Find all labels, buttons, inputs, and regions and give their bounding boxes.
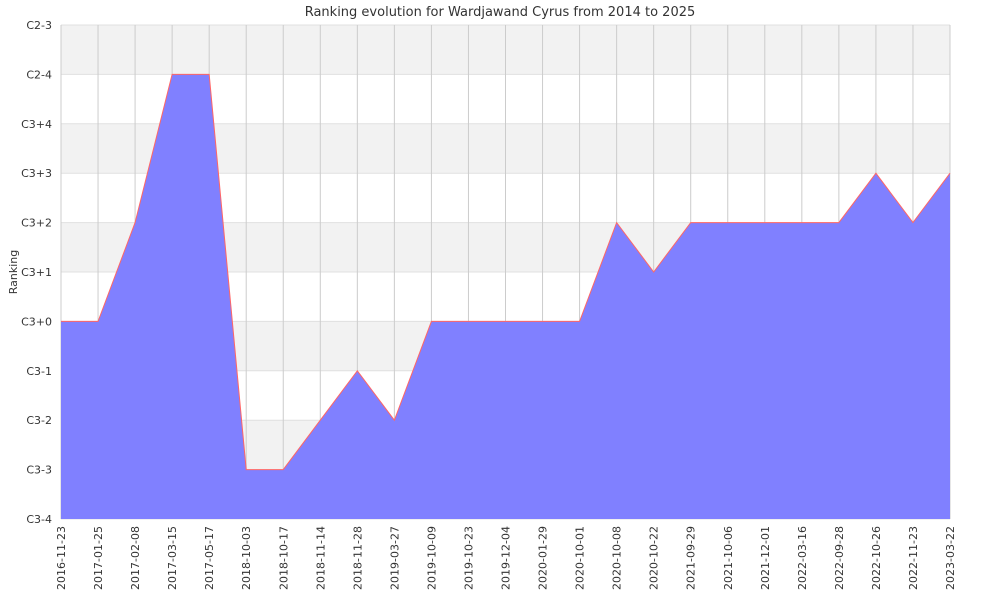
y-tick-label: C3+2 — [21, 217, 52, 230]
x-tick-label: 2020-01-29 — [537, 526, 550, 590]
x-tick-label: 2020-10-22 — [648, 526, 661, 590]
x-tick-label: 2018-11-14 — [314, 526, 327, 590]
y-axis-ticks: C3-4 C3-3 C3-2 C3-1 C3+0 C3+1 C3+2 C3+3 C3+4 C2-4… — [21, 19, 52, 526]
x-tick-label: 2019-03-27 — [388, 526, 401, 590]
x-tick-label: 2018-10-17 — [277, 526, 290, 590]
x-tick-label: 2016-11-23 — [55, 526, 68, 590]
x-tick-label: 2022-10-26 — [870, 526, 883, 590]
y-tick-label: C3-4 — [26, 513, 52, 526]
y-tick-label: C3-1 — [26, 365, 52, 378]
y-tick-label: C2-3 — [26, 19, 52, 32]
y-tick-label: C3+1 — [21, 266, 52, 279]
y-tick-label: C3+3 — [21, 167, 52, 180]
area-series — [61, 73, 951, 520]
y-tick-label: C2-4 — [26, 68, 52, 81]
y-tick-label: C3-3 — [26, 464, 52, 477]
area-fill — [61, 74, 950, 520]
y-axis-label: Ranking — [7, 250, 20, 295]
y-tick-label: C3-2 — [26, 414, 52, 427]
x-tick-label: 2022-11-23 — [907, 526, 920, 590]
x-tick-label: 2019-10-09 — [425, 526, 438, 590]
y-tick-label: C3+0 — [21, 315, 52, 328]
x-tick-label: 2020-10-01 — [574, 526, 587, 590]
y-tick-label: C3+4 — [21, 118, 52, 131]
chart-title: Ranking evolution for Wardjawand Cyrus f… — [305, 5, 696, 20]
x-tick-label: 2021-10-06 — [722, 526, 735, 590]
x-tick-label: 2018-11-28 — [351, 526, 364, 590]
x-tick-label: 2018-10-03 — [240, 526, 253, 590]
area-outline — [61, 73, 951, 471]
x-tick-label: 2022-03-16 — [796, 526, 809, 590]
x-tick-label: 2019-12-04 — [500, 526, 513, 590]
x-tick-label: 2022-09-28 — [833, 526, 846, 590]
x-tick-label: 2017-01-25 — [92, 526, 105, 590]
x-tick-label: 2021-09-29 — [685, 526, 698, 590]
x-tick-label: 2019-10-23 — [462, 526, 475, 590]
x-tick-label: 2017-05-17 — [203, 526, 216, 590]
x-axis-ticks: 2016-11-23 2017-01-25 2017-02-08 2017-03-15… — [55, 526, 957, 590]
x-tick-label: 2017-02-08 — [129, 526, 142, 590]
x-tick-label: 2017-03-15 — [166, 526, 179, 590]
x-tick-label: 2020-10-08 — [611, 526, 624, 590]
x-tick-label: 2021-12-01 — [759, 526, 772, 590]
x-tick-label: 2023-03-22 — [944, 526, 957, 590]
